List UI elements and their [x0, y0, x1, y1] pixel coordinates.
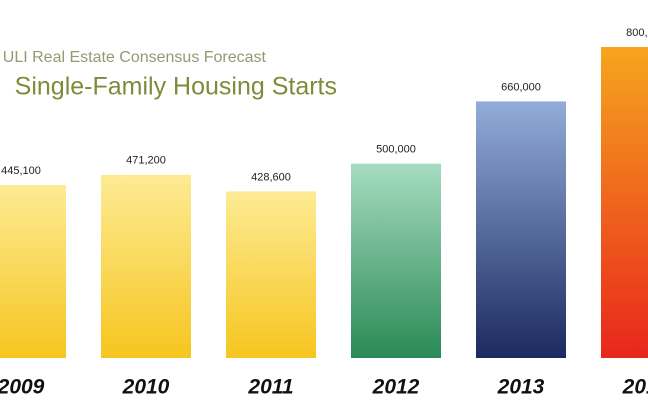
chart-title: ULI Real Estate Consensus Forecast — [3, 49, 267, 66]
value-label: 800,000 — [626, 27, 648, 39]
value-label: 500,000 — [376, 144, 416, 156]
value-label: 428,600 — [251, 171, 291, 183]
x-tick-label: 2013 — [497, 376, 545, 399]
chart-subtitle: Single-Family Housing Starts — [15, 73, 337, 101]
bar — [601, 47, 648, 358]
x-tick-label: 2014 — [622, 376, 648, 399]
bar — [476, 101, 566, 359]
bar — [226, 191, 316, 358]
x-tick-label: 2009 — [0, 376, 45, 399]
bar — [351, 163, 441, 358]
x-tick-label: 2010 — [122, 376, 170, 399]
value-label: 445,100 — [1, 165, 41, 177]
bar — [101, 174, 191, 358]
value-label: 660,000 — [501, 81, 541, 93]
bar — [0, 184, 66, 358]
value-label: 471,200 — [126, 155, 166, 167]
x-tick-label: 2011 — [247, 376, 293, 399]
x-tick-label: 2012 — [372, 376, 420, 399]
